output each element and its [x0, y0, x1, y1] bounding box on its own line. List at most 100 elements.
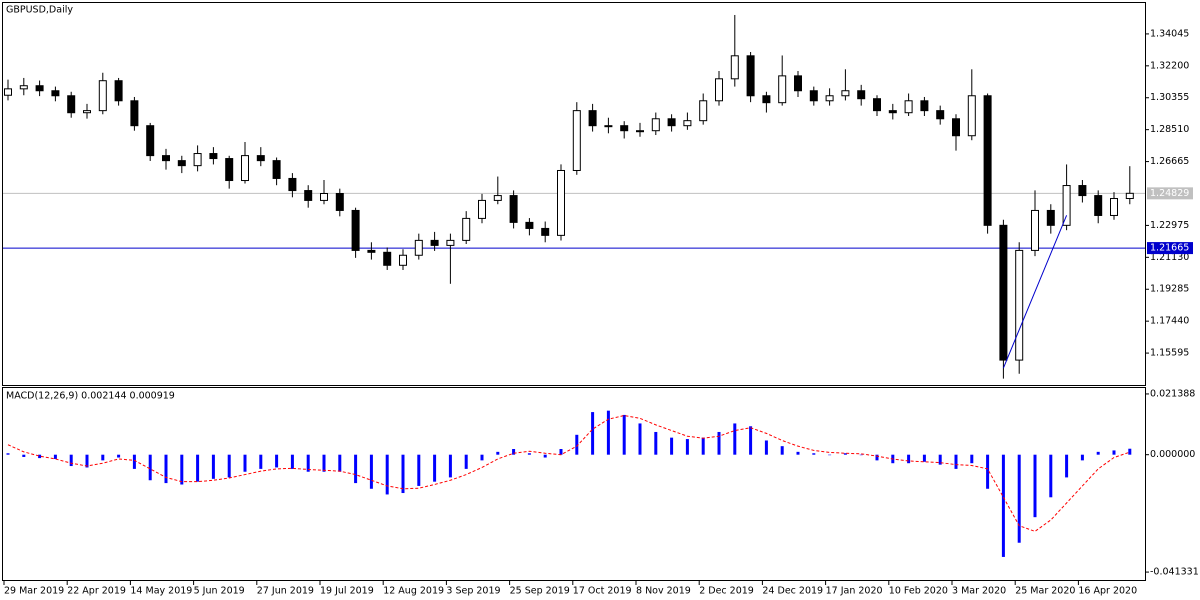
x-tick-label: 8 Nov 2019: [636, 586, 691, 597]
candle-body: [825, 95, 834, 102]
candle-body: [651, 118, 660, 132]
macd-bar: [1065, 454, 1069, 478]
candle-body: [699, 100, 708, 122]
level-label-box: [1147, 187, 1193, 200]
macd-bar: [38, 454, 42, 459]
candle-body: [335, 192, 344, 211]
x-tick-label: 10 Feb 2020: [889, 586, 948, 597]
macd-bar: [843, 453, 847, 455]
x-tick-label: 3 Sep 2019: [446, 586, 500, 597]
candle-body: [636, 130, 644, 133]
macd-bar: [496, 451, 500, 455]
macd-bar: [433, 454, 437, 482]
y-tick-label: 1.32200: [1150, 60, 1189, 71]
x-tick-label: 5 Jun 2019: [194, 586, 245, 597]
candle-body: [1110, 198, 1118, 216]
macd-bar: [259, 454, 263, 469]
x-tick-label: 24 Dec 2019: [762, 586, 823, 597]
x-tick-label: 27 Jun 2019: [257, 586, 314, 597]
macd-bar: [796, 451, 800, 455]
x-tick-label: 17 Jan 2020: [826, 586, 883, 597]
candle-body: [351, 209, 360, 251]
candle-body: [888, 110, 897, 114]
candle-body: [19, 85, 28, 90]
macd-bar: [986, 454, 990, 489]
macd-bar: [369, 454, 373, 489]
macd-bar: [733, 423, 737, 455]
y-tick-label: 1.28510: [1150, 124, 1189, 135]
candle-body: [493, 195, 502, 201]
candle-body: [1078, 185, 1087, 197]
candle-body: [272, 160, 281, 179]
macd-bar: [654, 431, 658, 455]
candle-body: [4, 88, 12, 96]
macd-bar: [1033, 454, 1037, 518]
macd-bar: [938, 454, 942, 465]
candle-body: [667, 118, 676, 127]
candle-body: [462, 217, 471, 241]
macd-bar: [22, 454, 26, 457]
candle-body: [1015, 249, 1024, 361]
macd-bar: [670, 437, 674, 455]
macd-bar: [417, 454, 421, 486]
candle-body: [399, 254, 407, 266]
candle-body: [1125, 192, 1134, 200]
macd-bar: [828, 454, 832, 456]
candle-body: [98, 80, 107, 112]
y-tick-label: 1.30355: [1150, 92, 1189, 103]
candle-body: [936, 110, 945, 120]
candle-body: [967, 95, 976, 137]
candle-body: [746, 55, 755, 97]
macd-bar: [875, 454, 879, 461]
macd-bar: [970, 454, 974, 464]
macd-bar: [338, 454, 342, 472]
macd-panel: [2, 387, 1146, 581]
macd-bar: [196, 454, 200, 482]
candle-body: [446, 239, 455, 246]
macd-bar: [1112, 450, 1116, 455]
macd-bar: [859, 454, 863, 456]
macd-bar: [907, 454, 911, 464]
signal-line: [7, 414, 1130, 532]
macd-bar: [559, 449, 563, 455]
macd-bar: [512, 449, 516, 455]
macd-bar: [1080, 454, 1084, 461]
x-tick-label: 16 Apr 2020: [1078, 586, 1137, 597]
x-tick-label: 25 Mar 2020: [1015, 586, 1075, 597]
macd-bar: [164, 454, 168, 484]
macd-bar: [401, 454, 405, 494]
candle-body: [414, 239, 423, 256]
candle-body: [920, 100, 929, 112]
macd-bar: [290, 454, 294, 469]
candle-body: [478, 199, 486, 219]
candle-body: [730, 55, 739, 80]
candle-body: [241, 155, 249, 182]
macd-bar: [638, 423, 642, 455]
candle-body: [904, 100, 913, 114]
macd-bar: [101, 454, 105, 461]
x-tick-label: 14 May 2019: [130, 586, 192, 597]
macd-bar: [1001, 454, 1005, 557]
candle-body: [177, 160, 186, 167]
y-tick-label: 1.34045: [1150, 28, 1189, 39]
macd-bar: [322, 454, 326, 472]
level-label: 1.21665: [1150, 243, 1189, 254]
y-tick-label: 1.26665: [1150, 156, 1189, 167]
y-tick-label: 0.021388: [1150, 388, 1195, 399]
candle-body: [209, 153, 218, 160]
candle-body: [873, 98, 881, 112]
macd-bar: [69, 454, 73, 467]
candle-body: [256, 155, 265, 162]
candle-body: [999, 224, 1008, 361]
candle-body: [983, 95, 992, 226]
macd-bar: [180, 454, 184, 485]
candle-body: [588, 110, 597, 127]
x-tick-label: 17 Oct 2019: [573, 586, 632, 597]
candle-body: [683, 120, 692, 127]
x-tick-label: 19 Jul 2019: [320, 586, 374, 597]
x-tick-label: 25 Sep 2019: [510, 586, 570, 597]
y-tick-label: 1.21130: [1150, 252, 1189, 263]
candle-body: [383, 251, 392, 266]
candle-body: [1094, 195, 1103, 216]
candle-body: [952, 118, 960, 137]
